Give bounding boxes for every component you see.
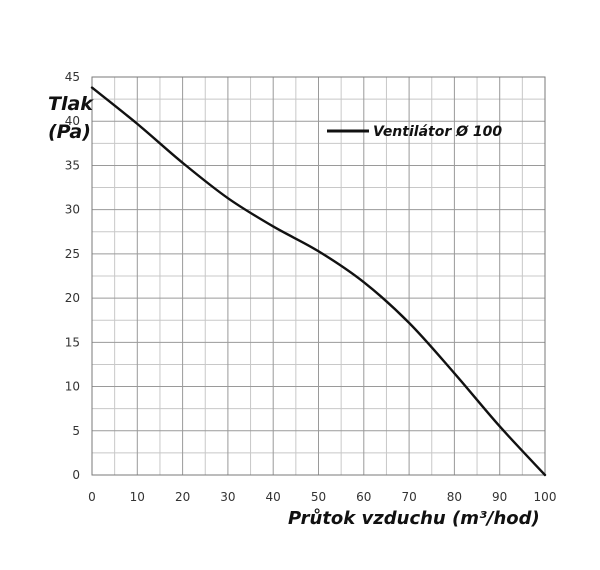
x-tick-label: 50	[311, 490, 326, 504]
y-axis-label-line1: Tlak	[48, 93, 94, 115]
y-tick-label: 35	[65, 158, 80, 172]
y-tick-label: 10	[65, 380, 80, 394]
x-tick-label: 0	[88, 490, 96, 504]
legend: Ventilátor Ø 100	[327, 124, 502, 140]
plot-border	[91, 76, 546, 476]
x-tick-label: 70	[401, 490, 416, 504]
y-tick-labels: 0 5 10 15 20 25 30 35 40 45	[65, 70, 80, 482]
y-tick-label: 30	[65, 203, 80, 217]
y-tick-label: 5	[72, 424, 80, 438]
y-tick-label: 25	[65, 247, 80, 261]
y-tick-label: 20	[65, 291, 80, 305]
x-tick-label: 80	[447, 490, 462, 504]
x-tick-label: 40	[266, 490, 281, 504]
x-tick-label: 60	[356, 490, 371, 504]
x-axis-label: Průtok vzduchu (m³/hod)	[288, 508, 540, 529]
y-axis-label-line2: (Pa)	[48, 121, 91, 143]
x-tick-label: 10	[130, 490, 145, 504]
legend-label: Ventilátor Ø 100	[373, 124, 502, 140]
y-tick-label: 40	[65, 114, 80, 128]
y-tick-label: 15	[65, 335, 80, 349]
x-tick-label: 100	[534, 490, 557, 504]
x-tick-label: 90	[492, 490, 507, 504]
x-tick-label: 20	[175, 490, 190, 504]
x-tick-label: 30	[220, 490, 235, 504]
x-tick-labels: 0 10 20 30 40 50 60 70 80 90 100	[88, 490, 556, 504]
chart-grid	[91, 76, 546, 476]
y-tick-label: 0	[72, 468, 80, 482]
series-line-ventilator	[90, 86, 547, 477]
y-tick-label: 45	[65, 70, 80, 84]
